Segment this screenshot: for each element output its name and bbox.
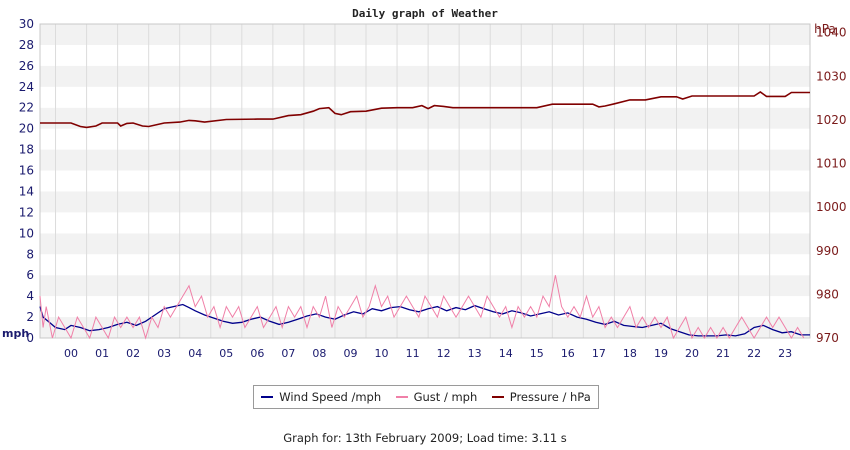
right-axis-ticks: 970 980 990 1000 1010 1020 1030 1040: [816, 26, 847, 345]
grid-band: [40, 170, 810, 192]
x-tick-label: 07: [281, 347, 295, 360]
series-layer: [39, 91, 810, 340]
pressure-swatch: [491, 396, 504, 398]
x-tick-label: 04: [188, 347, 202, 360]
grid-band: [40, 65, 810, 87]
grid-band: [40, 24, 810, 45]
grid-band: [40, 254, 810, 276]
x-tick-label: 17: [592, 347, 606, 360]
x-tick-label: 06: [250, 347, 264, 360]
x-tick-label: 10: [375, 347, 389, 360]
grid-band: [40, 296, 810, 318]
series-line-gust: [39, 275, 805, 340]
legend-item-gust: Gust / mph: [395, 390, 478, 404]
chart-title: Daily graph of Weather: [352, 7, 498, 20]
x-tick-label: 20: [685, 347, 699, 360]
left-tick-label: 24: [19, 80, 34, 94]
x-tick-label: 01: [95, 347, 109, 360]
left-axis-unit: mph: [2, 327, 29, 340]
plot-border: [39, 23, 811, 339]
x-tick-label: 13: [468, 347, 482, 360]
right-axis-unit: hPa: [814, 22, 836, 36]
series-line-wind-speed: [39, 303, 810, 337]
grid-band: [40, 191, 810, 213]
left-tick-label: 14: [19, 184, 34, 198]
x-tick-label: 11: [406, 347, 420, 360]
legend-item-wind-speed: Wind Speed /mph: [261, 390, 381, 404]
wind-speed-swatch: [261, 396, 274, 398]
right-tick-label: 1010: [816, 157, 847, 171]
right-tick-label: 990: [816, 244, 839, 258]
grid-bands: [40, 24, 810, 338]
x-tick-label: 00: [64, 347, 78, 360]
gust-swatch: [395, 396, 408, 398]
left-tick-label: 2: [26, 310, 34, 324]
x-tick-label: 03: [157, 347, 171, 360]
left-tick-label: 16: [19, 164, 34, 178]
x-tick-label: 16: [561, 347, 575, 360]
plot-frame: [39, 23, 811, 339]
x-tick-label: 15: [530, 347, 544, 360]
right-tick-label: 1020: [816, 113, 847, 127]
left-tick-label: 26: [19, 59, 34, 73]
right-tick-label: 1000: [816, 200, 847, 214]
x-tick-label: 08: [312, 347, 326, 360]
right-tick-label: 970: [816, 331, 839, 345]
legend-label-gust: Gust / mph: [413, 390, 478, 404]
graph-footer: Graph for: 13th February 2009; Load time…: [283, 431, 567, 445]
left-tick-label: 6: [26, 268, 34, 282]
left-tick-label: 20: [19, 122, 34, 136]
left-tick-label: 8: [26, 247, 34, 261]
chart-legend: Wind Speed /mph Gust / mph Pressure / hP…: [253, 385, 599, 409]
grid-band: [40, 128, 810, 150]
left-tick-label: 12: [19, 205, 34, 219]
left-tick-label: 4: [26, 289, 34, 303]
x-tick-label: 18: [623, 347, 637, 360]
left-tick-label: 0: [26, 331, 34, 345]
grid-band: [40, 107, 810, 129]
grid-band: [40, 212, 810, 234]
x-axis-ticks: 00 01 02 03 04 05 06 07 08 09 10 11 12 13 14 15 16 17 18 19…: [64, 347, 792, 360]
x-tick-label: 05: [219, 347, 233, 360]
x-tick-label: 02: [126, 347, 140, 360]
x-tick-label: 21: [716, 347, 730, 360]
x-tick-label: 23: [778, 347, 792, 360]
grid-band: [40, 149, 810, 171]
left-tick-label: 10: [19, 226, 34, 240]
right-tick-label: 1040: [816, 26, 847, 40]
right-tick-label: 1030: [816, 69, 847, 83]
grid-band: [40, 44, 810, 66]
legend-label-wind-speed: Wind Speed /mph: [279, 390, 382, 404]
grid-band: [40, 275, 810, 297]
left-tick-label: 18: [19, 143, 34, 157]
grid-band: [40, 86, 810, 108]
left-tick-label: 28: [19, 38, 34, 52]
grid-band: [40, 233, 810, 255]
right-tick-label: 980: [816, 287, 839, 301]
left-tick-label: 30: [19, 17, 34, 31]
left-tick-label: 22: [19, 101, 34, 115]
series-line-pressure: [40, 91, 810, 129]
legend-label-pressure: Pressure / hPa: [509, 390, 591, 404]
vertical-gridlines: [55, 24, 771, 338]
x-tick-label: 14: [499, 347, 513, 360]
x-tick-label: 19: [654, 347, 668, 360]
x-tick-label: 22: [747, 347, 761, 360]
x-tick-label: 09: [343, 347, 357, 360]
legend-item-pressure: Pressure / hPa: [491, 390, 591, 404]
x-tick-label: 12: [437, 347, 451, 360]
